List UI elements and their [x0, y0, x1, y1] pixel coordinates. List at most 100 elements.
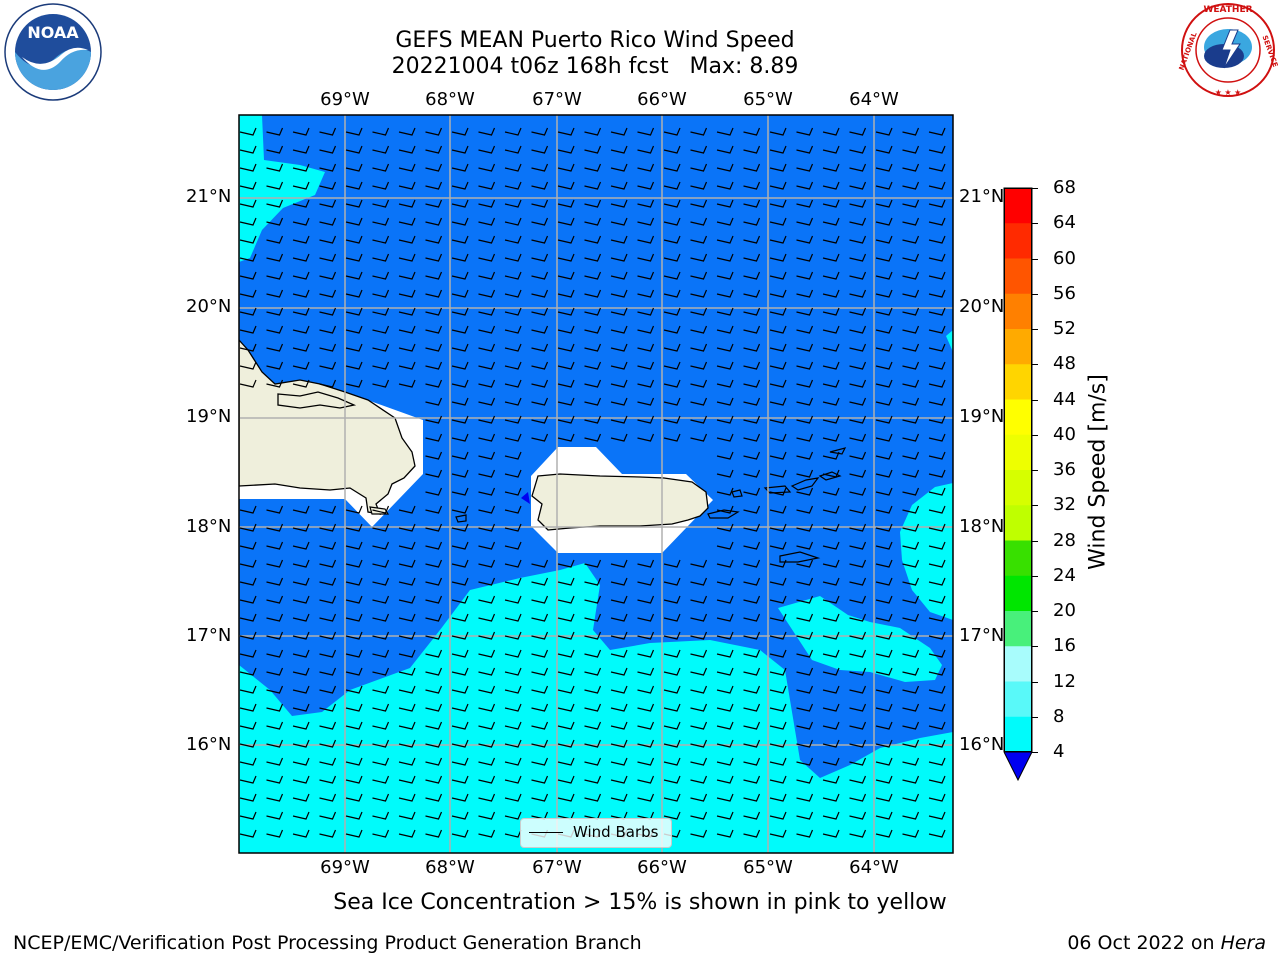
wind-barb [902, 703, 920, 712]
wind-barb [292, 253, 310, 262]
wind-barb [928, 523, 946, 532]
wind-barb [478, 595, 496, 604]
wind-barb [928, 505, 946, 514]
wind-barb [663, 613, 681, 622]
wind-barb [796, 415, 814, 424]
wind-barb [266, 199, 284, 208]
svg-text:WEATHER: WEATHER [1203, 5, 1252, 15]
wind-barb [849, 397, 867, 406]
wind-barb [557, 649, 575, 658]
wind-barb [557, 703, 575, 712]
wind-barb [743, 703, 761, 712]
wind-barb [478, 649, 496, 658]
wind-barb [663, 235, 681, 244]
wind-barb [822, 685, 840, 694]
ocean-wind-8-12-east [900, 483, 953, 620]
wind-barb [292, 757, 310, 766]
wind-barb [928, 235, 946, 244]
wind-barb [292, 325, 310, 334]
wind-barb [796, 559, 814, 568]
wind-barb [319, 721, 337, 730]
wind-barb [319, 793, 337, 802]
wind-barb [769, 559, 787, 568]
wind-barb [716, 343, 734, 352]
wind-barb [584, 253, 602, 262]
colorbar-tick [1032, 681, 1038, 683]
wind-barb [584, 325, 602, 334]
wind-barb [319, 217, 337, 226]
footer-date: 06 Oct 2022 on Hera [1067, 932, 1266, 954]
wind-barb [504, 487, 522, 496]
wind-barb [398, 559, 416, 568]
wind-barb [398, 541, 416, 550]
wind-barb [478, 523, 496, 532]
colorbar-tick-label: 64 [1053, 212, 1076, 234]
wind-barb [319, 199, 337, 208]
wind-barb [637, 649, 655, 658]
wind-barb [478, 577, 496, 586]
wind-barb [822, 739, 840, 748]
wind-barb [266, 289, 284, 298]
wind-barb [451, 235, 469, 244]
wind-barb [557, 379, 575, 388]
wind-barb [743, 595, 761, 604]
wind-barb [504, 631, 522, 640]
wind-barb [451, 523, 469, 532]
wind-barb [345, 379, 363, 388]
wind-barb [319, 235, 337, 244]
wind-barb [743, 685, 761, 694]
wind-barb [239, 217, 257, 226]
wind-barb [902, 721, 920, 730]
wind-barb [478, 739, 496, 748]
wind-barb [292, 343, 310, 352]
wind-barb [743, 721, 761, 730]
wind-barb [239, 181, 257, 190]
wind-barb [425, 721, 443, 730]
wind-barb [875, 217, 893, 226]
wind-barb [478, 721, 496, 730]
wind-barb [451, 181, 469, 190]
wind-barb [372, 775, 390, 784]
wind-barb [531, 253, 549, 262]
wind-barb [451, 613, 469, 622]
wind-barb [292, 775, 310, 784]
colorbar-tick [1032, 505, 1038, 507]
wind-barb [902, 127, 920, 136]
wind-barb [849, 757, 867, 766]
wind-barb [239, 145, 257, 154]
wind-barb [822, 703, 840, 712]
wind-barb [822, 829, 840, 838]
wind-barb [239, 649, 257, 658]
wind-barb [504, 793, 522, 802]
wind-barb [663, 361, 681, 370]
wind-barb [822, 325, 840, 334]
wind-barb [557, 325, 575, 334]
wind-barb [663, 577, 681, 586]
wind-barb [875, 613, 893, 622]
wind-barb [902, 775, 920, 784]
colorbar-tick-label: 16 [1053, 635, 1076, 657]
wind-barb [398, 631, 416, 640]
wind-barb [902, 451, 920, 460]
wind-barb [875, 145, 893, 154]
wind-barb [822, 127, 840, 136]
wind-barb [478, 433, 496, 442]
wind-barb [372, 757, 390, 766]
wind-barb [610, 235, 628, 244]
wind-barb [425, 397, 443, 406]
wind-barb [531, 217, 549, 226]
wind-barb [425, 343, 443, 352]
wind-barb [478, 127, 496, 136]
colorbar-segment [1004, 399, 1032, 436]
wind-barb [345, 811, 363, 820]
wind-barb [743, 775, 761, 784]
wind-barb [266, 793, 284, 802]
wind-barb [743, 829, 761, 838]
wind-barb [690, 307, 708, 316]
wind-barb [239, 505, 257, 514]
wind-barb [372, 631, 390, 640]
wind-barb [637, 289, 655, 298]
wind-barb [319, 685, 337, 694]
colorbar-tick [1032, 540, 1038, 542]
wind-barb [849, 811, 867, 820]
